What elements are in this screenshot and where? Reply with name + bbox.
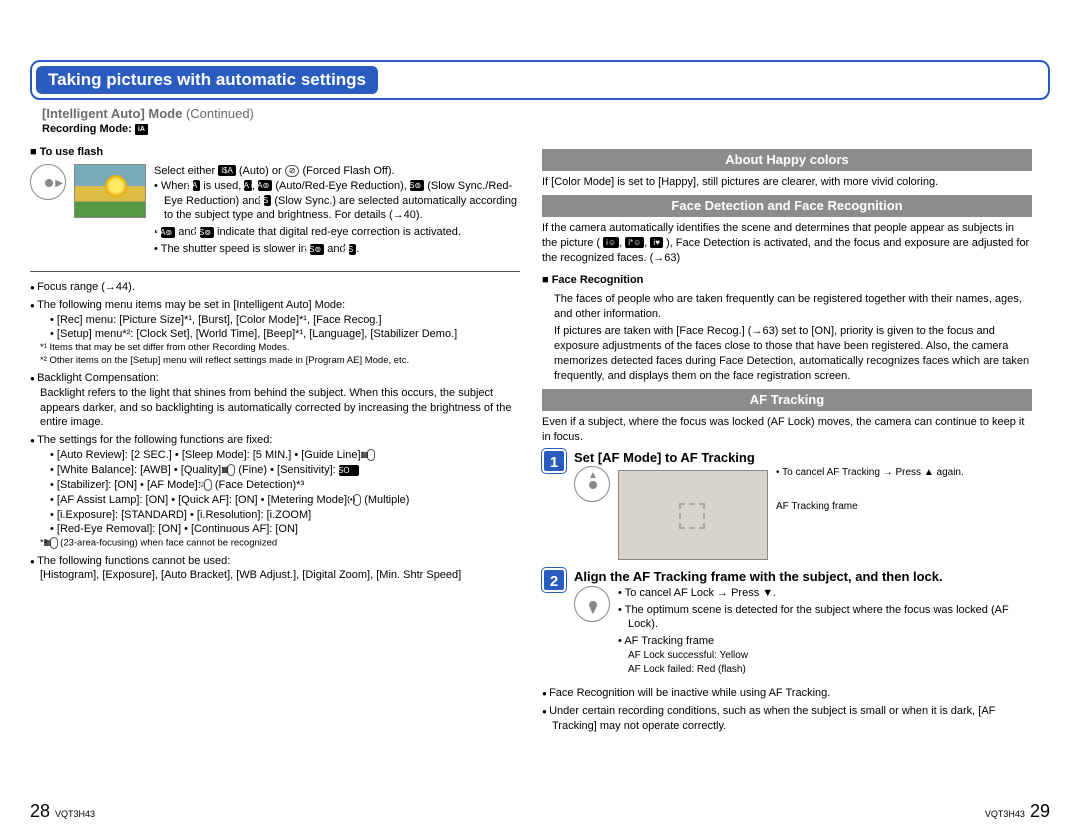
flash-off-icon: ⊘: [285, 165, 300, 177]
two-column-layout: To use flash ▶ Select either i$A (Auto) …: [30, 143, 1050, 737]
face-detection-text: If the camera automatically identifies t…: [542, 221, 1032, 266]
chip-icon: i$S⊚: [310, 244, 324, 255]
flash-auto-icon: i$A: [218, 165, 236, 176]
fine-icon: ▦: [227, 464, 235, 476]
night-portrait-icon: i*☺: [625, 237, 644, 248]
af-tracking-frame-label: AF Tracking frame: [776, 500, 964, 514]
right-column: About Happy colors If [Color Mode] is se…: [542, 143, 1032, 737]
note-focus-range: Focus range (→44).: [30, 280, 520, 295]
metering-icon: (•): [353, 494, 361, 506]
face-recognition-text2: If pictures are taken with [Face Recog.]…: [554, 324, 1032, 383]
flash-bullet-2: i$A⊚ and i$S⊚ indicate that digital red-…: [154, 225, 520, 240]
note-cannot-use: The following functions cannot be used: …: [30, 554, 520, 584]
arrow-down-icon: ▼: [588, 605, 598, 619]
af-tracking-text: Even if a subject, where the focus was l…: [542, 415, 1032, 445]
chip-icon: i$A⊚: [258, 180, 272, 191]
face-detection-heading: Face Detection and Face Recognition: [542, 195, 1032, 217]
area-icon: ▦: [50, 537, 58, 549]
subtitle: [Intelligent Auto] Mode (Continued): [42, 106, 1050, 121]
step-1-title: Set [AF Mode] to AF Tracking: [574, 449, 1032, 467]
af-tracking-frame: [679, 503, 705, 529]
dpad-icon: ▶: [30, 164, 66, 200]
page-number-right: VQT3H43 29: [985, 801, 1050, 822]
chip-icon: i$A⊚: [161, 227, 175, 238]
grid-icon: ▦: [367, 449, 375, 461]
flash-select-line: Select either i$A (Auto) or ⊘ (Forced Fl…: [154, 164, 520, 179]
subtitle-continued: (Continued): [186, 106, 254, 121]
step-2-number: 2: [542, 568, 566, 592]
face-icon: ☺: [204, 479, 212, 491]
sample-photo-thumbnail: [74, 164, 146, 218]
left-column: To use flash ▶ Select either i$A (Auto) …: [30, 143, 520, 737]
step-2-title: Align the AF Tracking frame with the sub…: [574, 568, 1032, 586]
af-notes: Face Recognition will be inactive while …: [542, 686, 1032, 734]
subtitle-mode: [Intelligent Auto] Mode: [42, 106, 182, 121]
flash-text-block: Select either i$A (Auto) or ⊘ (Forced Fl…: [154, 164, 520, 259]
happy-colors-heading: About Happy colors: [542, 149, 1032, 171]
chip-icon: i$S: [349, 244, 357, 255]
step-1: 1 Set [AF Mode] to AF Tracking ▲ • To ca…: [542, 449, 1032, 565]
page-number-left: 28 VQT3H43: [30, 801, 95, 822]
flash-heading: To use flash: [30, 145, 520, 160]
divider: [30, 271, 520, 272]
face-recognition-heading: Face Recognition: [542, 273, 1032, 288]
iso-icon: i ISO: [339, 465, 359, 476]
step-1-number: 1: [542, 449, 566, 473]
flash-bullet-1: When i$A is used, i$A, i$A⊚ (Auto/Red-Ey…: [154, 179, 520, 224]
baby-icon: i♥: [650, 237, 663, 248]
flash-bullet-3: The shutter speed is slower in i$S⊚ and …: [154, 242, 520, 257]
portrait-icon: i☺: [603, 237, 619, 248]
manual-spread: Taking pictures with automatic settings …: [0, 0, 1080, 834]
af-tracking-heading: AF Tracking: [542, 389, 1032, 411]
af-tracking-preview: [618, 470, 768, 560]
happy-colors-text: If [Color Mode] is set to [Happy], still…: [542, 175, 1032, 190]
chip-icon: i$S: [264, 195, 272, 206]
af-note-1: Face Recognition will be inactive while …: [542, 686, 1032, 701]
step-1-side-text: • To cancel AF Tracking → Press ▲ again.…: [776, 466, 964, 513]
chip-icon: i$S⊚: [200, 227, 214, 238]
note-fixed-settings: The settings for the following functions…: [30, 433, 520, 550]
ia-mode-icon: iA: [135, 124, 148, 135]
notes-list: Focus range (→44). The following menu it…: [30, 280, 520, 583]
page-title: Taking pictures with automatic settings: [36, 66, 378, 94]
step-2: 2 Align the AF Tracking frame with the s…: [542, 568, 1032, 678]
recording-mode: Recording Mode: iA: [42, 123, 1050, 135]
flash-row: ▶ Select either i$A (Auto) or ⊘ (Forced …: [30, 164, 520, 259]
af-note-2: Under certain recording conditions, such…: [542, 704, 1032, 734]
arrow-right-icon: ▶: [55, 177, 63, 191]
note-menu-items: The following menu items may be set in […: [30, 298, 520, 368]
dpad-icon: ▼: [574, 586, 610, 622]
flash-bullets: When i$A is used, i$A, i$A⊚ (Auto/Red-Ey…: [154, 179, 520, 257]
title-bar: Taking pictures with automatic settings: [30, 60, 1050, 100]
note-backlight: Backlight Compensation: Backlight refers…: [30, 371, 520, 430]
chip-icon: i$A: [193, 180, 201, 191]
chip-icon: i$S⊚: [410, 180, 424, 191]
step-2-bullets: To cancel AF Lock → Press ▼. The optimum…: [618, 586, 1032, 678]
face-recognition-text1: The faces of people who are taken freque…: [554, 292, 1032, 322]
arrow-up-icon: ▲: [588, 469, 598, 483]
dpad-icon: ▲: [574, 466, 610, 502]
